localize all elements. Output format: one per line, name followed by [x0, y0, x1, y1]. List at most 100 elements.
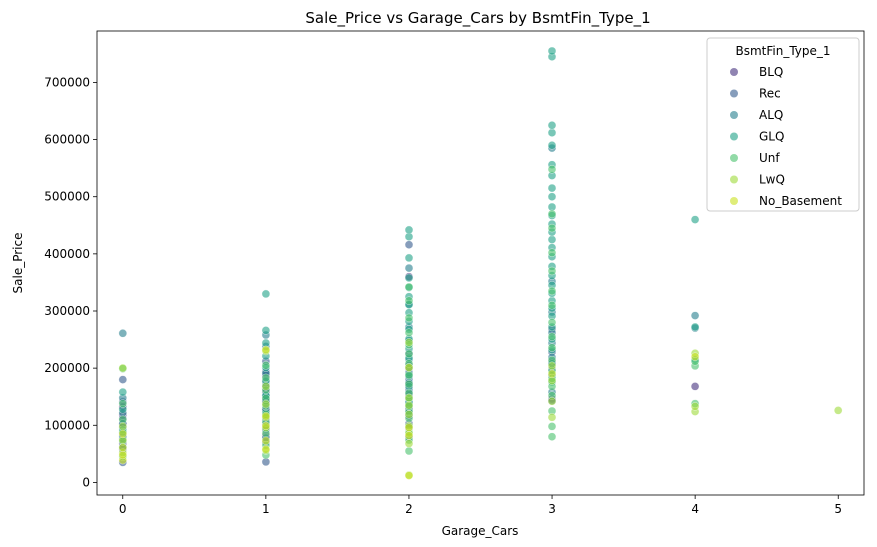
data-point-glq	[547, 183, 557, 193]
data-point-unf	[547, 266, 557, 276]
data-point-alq	[404, 263, 414, 273]
data-point-unf	[547, 248, 557, 257]
data-point-no-basement	[261, 411, 271, 421]
legend-marker	[730, 89, 738, 98]
legend-label: Unf	[759, 151, 780, 165]
legend-marker	[730, 154, 738, 162]
data-point-unf	[547, 286, 557, 296]
x-tick-label: 3	[548, 502, 556, 516]
data-point-no-basement	[118, 429, 128, 439]
data-point-no-basement	[404, 423, 414, 432]
y-tick-label: 200000	[44, 361, 90, 375]
data-point-lwq	[547, 413, 557, 422]
data-point-blq	[690, 382, 700, 391]
data-point-unf	[404, 296, 414, 305]
x-tick-label: 0	[119, 502, 127, 516]
x-axis-label: Garage_Cars	[442, 524, 519, 538]
y-tick-label: 400000	[44, 247, 90, 261]
y-tick-label: 700000	[44, 75, 90, 89]
data-point-lwq	[404, 338, 414, 347]
y-axis-ticks: 0 100000 200000 300000 400000 500000 600000 700…	[44, 75, 97, 489]
legend-label: BLQ	[759, 65, 783, 79]
data-point-no-basement	[404, 431, 414, 440]
data-point-unf	[261, 361, 271, 370]
data-point-no-basement	[261, 421, 271, 431]
data-point-unf	[547, 332, 557, 341]
data-point-alq	[118, 329, 128, 338]
data-point-lwq	[833, 406, 843, 415]
data-point-unf	[547, 343, 557, 352]
data-point-no-basement	[118, 443, 128, 452]
data-point-lwq	[261, 382, 271, 391]
data-point-unf	[404, 446, 414, 456]
data-point-rec	[404, 240, 414, 249]
data-point-lwq	[404, 393, 414, 403]
legend-marker	[730, 197, 738, 205]
data-point-glq	[404, 253, 414, 263]
legend-title: BsmtFin_Type_1	[735, 44, 830, 58]
data-point-no-basement	[261, 345, 271, 355]
data-point-no-basement	[404, 471, 414, 480]
legend-label: No_Basement	[759, 194, 842, 208]
legend-items: BLQ Rec ALQ GLQ Unf LwQ No_Basement	[730, 65, 842, 208]
data-point-glq	[547, 121, 557, 130]
x-axis-ticks: 0 1 2 3 4 5	[119, 495, 842, 516]
data-point-unf	[404, 313, 414, 323]
data-point-lwq	[547, 397, 557, 406]
y-axis-label: Sale_Price	[11, 233, 25, 294]
data-point-glq	[261, 289, 271, 299]
data-point-unf	[547, 422, 557, 431]
plot-area-frame	[96, 30, 865, 496]
data-point-glq	[404, 225, 414, 235]
legend-label: LwQ	[759, 173, 785, 187]
data-point-no-basement	[547, 369, 557, 379]
data-point-unf	[547, 432, 557, 441]
y-tick-label: 600000	[44, 133, 90, 147]
legend: BsmtFin_Type_1 BLQ Rec ALQ GLQ Unf LwQ No_Base…	[706, 37, 860, 212]
y-tick-label: 100000	[44, 418, 90, 432]
x-tick-label: 5	[834, 502, 842, 516]
data-point-unf	[118, 399, 128, 408]
data-point-lwq	[690, 402, 700, 411]
data-point-alq	[690, 311, 700, 320]
data-point-lwq	[547, 361, 557, 371]
data-point-no-basement	[690, 352, 700, 361]
data-point-lwq	[404, 410, 414, 419]
data-point-no-basement	[261, 445, 271, 454]
legend-marker	[730, 132, 738, 141]
data-point-unf	[404, 370, 414, 380]
data-point-unf	[547, 318, 557, 327]
data-point-unf	[261, 373, 271, 383]
x-tick-label: 1	[262, 502, 270, 516]
data-point-unf	[547, 223, 557, 233]
legend-marker	[730, 175, 738, 184]
data-point-unf	[404, 282, 414, 292]
data-point-glq	[547, 128, 557, 137]
legend-label: GLQ	[759, 130, 784, 144]
data-point-glq	[547, 46, 557, 56]
data-point-glq	[547, 192, 557, 201]
data-point-glq	[118, 387, 128, 397]
data-point-glq	[547, 235, 557, 244]
x-tick-label: 2	[405, 502, 413, 516]
data-point-unf	[404, 328, 414, 337]
data-point-lwq	[404, 401, 414, 410]
data-point-no-basement	[404, 363, 414, 372]
legend-marker	[730, 111, 738, 119]
y-tick-label: 300000	[44, 304, 90, 318]
data-point-no-basement	[261, 436, 271, 445]
data-point-glq	[547, 141, 557, 150]
data-point-glq	[690, 322, 700, 332]
data-point-unf	[404, 349, 414, 359]
chart-title: Sale_Price vs Garage_Cars by BsmtFin_Typ…	[305, 9, 650, 28]
y-tick-label: 0	[82, 475, 90, 489]
legend-label: ALQ	[759, 108, 783, 122]
legend-box	[706, 37, 860, 212]
data-point-lwq	[261, 399, 271, 409]
data-point-rec	[118, 375, 128, 384]
data-point-unf	[404, 379, 414, 389]
data-point-glq	[690, 215, 700, 224]
data-point-lwq	[118, 363, 128, 373]
y-tick-label: 500000	[44, 190, 90, 204]
